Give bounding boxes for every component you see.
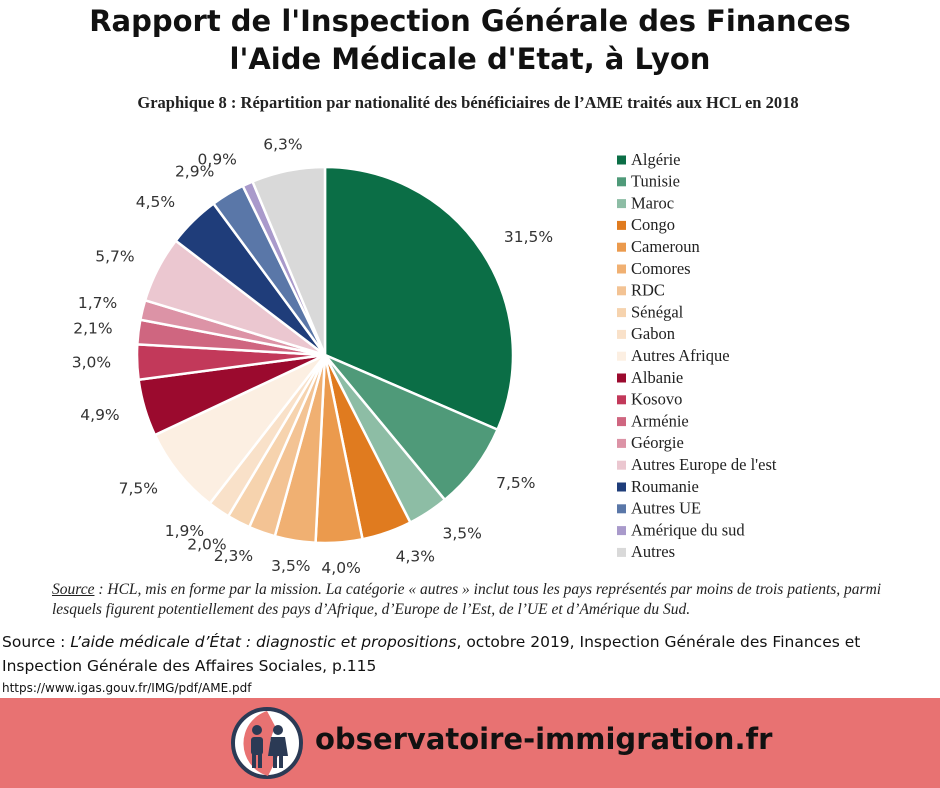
legend-label: Autres UE (631, 499, 701, 518)
chart-note: Source : HCL, mis en forme par la missio… (52, 580, 902, 620)
value-label: 4,0% (321, 559, 360, 577)
value-label: 2,1% (73, 319, 112, 337)
legend-swatch (617, 220, 626, 230)
value-label: 3,5% (271, 557, 310, 575)
value-label: 31,5% (504, 228, 553, 246)
legend-swatch (617, 460, 626, 470)
legend-label: Autres Afrique (631, 346, 730, 365)
value-label: 7,5% (496, 474, 535, 492)
legend-swatch (617, 351, 626, 361)
legend-label: Algérie (631, 150, 680, 169)
note-text: : HCL, mis en forme par la mission. La c… (52, 581, 882, 618)
value-label: 1,9% (165, 522, 204, 540)
title-line: Rapport de l'Inspection Générale des Fin… (89, 4, 851, 38)
value-label: 6,3% (263, 136, 302, 154)
legend-label: Comores (631, 259, 691, 278)
legend-swatch (617, 264, 626, 274)
legend-swatch (617, 482, 626, 492)
legend-label: Autres (631, 542, 675, 561)
logo (231, 707, 303, 779)
legend-label: Cameroun (631, 237, 700, 256)
legend-label: RDC (631, 281, 665, 300)
chart-title: Graphique 8 : Répartition par nationalit… (137, 93, 798, 112)
legend-swatch (617, 504, 626, 514)
brand: observatoire-immigration.fr (315, 722, 773, 756)
legend-swatch (617, 417, 626, 427)
value-label: 7,5% (119, 479, 158, 497)
value-label: 3,0% (72, 354, 111, 372)
value-label: 4,5% (136, 193, 175, 211)
legend-label: Géorgie (631, 433, 684, 452)
value-label: 2,9% (175, 162, 214, 180)
legend-swatch (617, 547, 626, 557)
legend-swatch (617, 373, 626, 383)
legend-swatch (617, 438, 626, 448)
note-label: Source (52, 581, 95, 598)
source-url: https://www.igas.gouv.fr/IMG/pdf/AME.pdf (2, 681, 252, 695)
source-prefix: Source : (2, 633, 71, 651)
legend-label: Gabon (631, 324, 675, 343)
legend-swatch (617, 155, 626, 165)
legend-swatch (617, 242, 626, 252)
legend-label: Roumanie (631, 477, 699, 496)
pie-slice (250, 165, 327, 356)
legend-swatch (617, 329, 626, 339)
footer: observatoire-immigration.fr (0, 698, 940, 788)
value-label: 4,3% (396, 548, 435, 566)
value-label: 0,9% (198, 150, 237, 168)
source-rest: , octobre 2019, Inspection Générale des … (2, 633, 861, 675)
legend-swatch (617, 199, 626, 209)
legend-label: Kosovo (631, 390, 682, 409)
pie-slice (323, 165, 515, 432)
chart: Graphique 8 : Répartition par nationalit… (72, 93, 799, 577)
legend-swatch (617, 177, 626, 187)
value-label: 1,7% (78, 294, 117, 312)
legend-label: Albanie (631, 368, 683, 387)
legend-swatch (617, 395, 626, 405)
legend-swatch (617, 286, 626, 296)
source-work: L’aide médicale d’État : diagnostic et p… (70, 633, 457, 651)
legend-label: Sénégal (631, 302, 684, 321)
legend-label: Arménie (631, 411, 689, 430)
title-line: l'Aide Médicale d'Etat, à Lyon (229, 42, 711, 76)
header: Rapport de l'Inspection Générale des Fin… (0, 2, 940, 78)
legend-label: Autres Europe de l'est (631, 455, 777, 474)
legend-label: Maroc (631, 193, 674, 212)
legend-label: Amérique du sud (631, 520, 745, 539)
legend-swatch (617, 308, 626, 318)
legend-swatch (617, 526, 626, 536)
value-label: 3,5% (442, 524, 481, 542)
value-label: 2,0% (187, 536, 226, 554)
value-label: 4,9% (80, 406, 119, 424)
value-label: 2,3% (214, 547, 253, 565)
source: Source : L’aide médicale d’État : diagno… (2, 630, 932, 678)
legend-label: Tunisie (631, 172, 680, 191)
value-label: 5,7% (95, 248, 134, 266)
legend-label: Congo (631, 215, 675, 234)
